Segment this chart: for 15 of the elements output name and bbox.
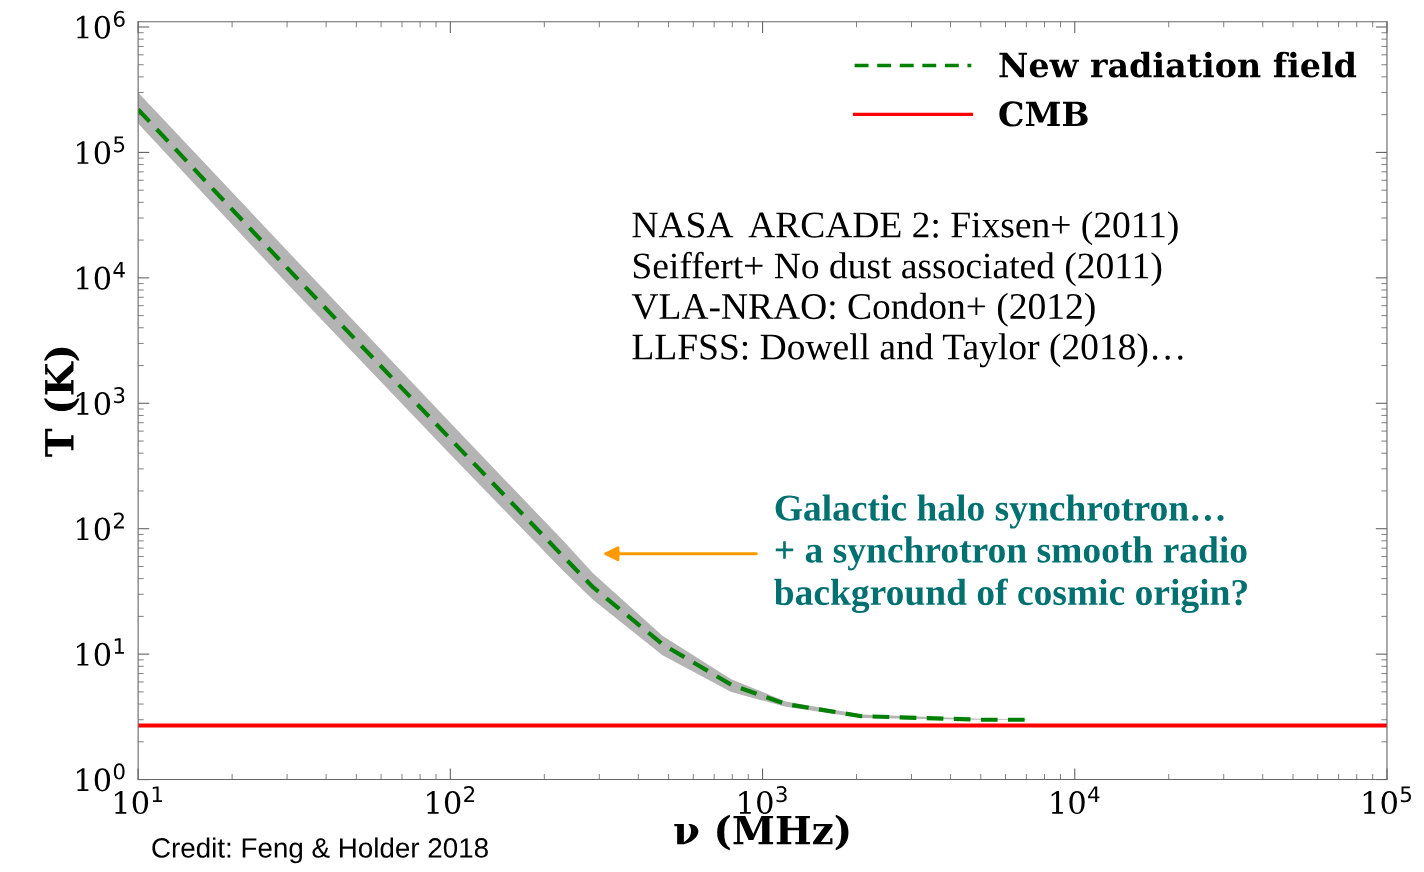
y-tick-label: 10$^{1}$ xyxy=(76,638,125,666)
x-tick-label: 10$^{5}$ xyxy=(1363,786,1411,815)
text: Credit: Feng & Holder 2018 xyxy=(152,837,488,864)
x-tick-label: 10$^{4}$ xyxy=(1051,786,1100,815)
x-tick-label: 10$^{2}$ xyxy=(427,786,475,815)
annotation: NASA ARCADE 2: Fixsen+ (2011) Seiffert+ No dust associated (2011) VLA-NRAO: Condon+ (2012) LLFSS: Dowell and Taylor (2018)… xyxy=(631,211,1183,368)
y-tick-label: 10$^{5}$ xyxy=(76,136,125,165)
legend-label: CMB xyxy=(999,101,1088,127)
x-tick-label: 10$^{3}$ xyxy=(739,786,787,815)
annotation: Galactic halo synchrotron… + a synchrotron smooth radio background of cosmic origin? xyxy=(774,494,1247,614)
legend-label: New radiation field xyxy=(999,51,1357,78)
y-tick-label: 10$^{4}$ xyxy=(76,261,125,290)
y-tick-label: 10$^{2}$ xyxy=(76,512,124,541)
y-tick-label: 10$^{6}$ xyxy=(76,10,125,39)
x-axis-title: ν (MHz) xyxy=(674,814,849,851)
